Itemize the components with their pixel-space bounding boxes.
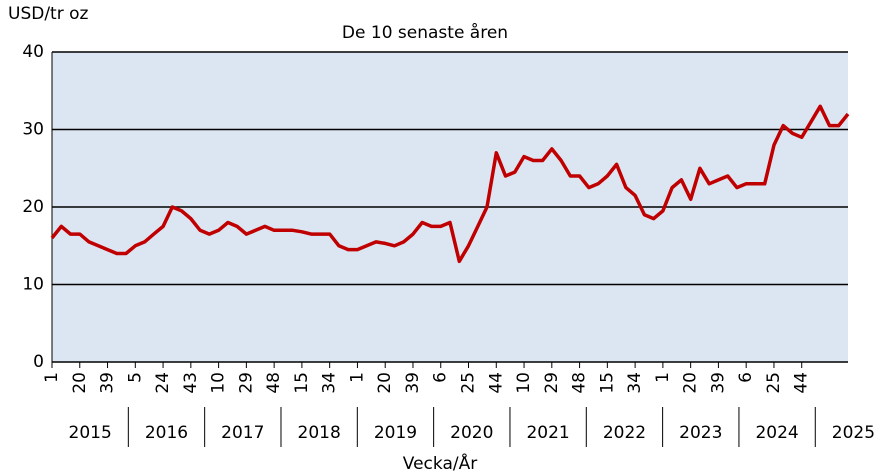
x-tick-label: 1 (347, 372, 367, 383)
x-tick-label: 34 (320, 372, 340, 394)
year-label: 2018 (298, 423, 341, 443)
y-tick-label: 10 (22, 275, 44, 295)
x-tick-label: 29 (542, 372, 562, 394)
x-tick-label: 39 (403, 372, 423, 394)
x-tick-label: 1 (42, 372, 62, 383)
x-tick-label: 39 (98, 372, 118, 394)
x-tick-label: 1 (653, 372, 673, 383)
x-tick-label: 20 (70, 372, 90, 394)
x-tick-label: 25 (764, 372, 784, 394)
y-tick-label: 20 (22, 197, 44, 217)
x-tick-label: 43 (181, 372, 201, 394)
year-label: 2023 (679, 423, 722, 443)
x-tick-label: 15 (597, 372, 617, 394)
x-tick-label: 29 (236, 372, 256, 394)
x-tick-label: 15 (292, 372, 312, 394)
year-label: 2019 (374, 423, 417, 443)
x-axis-label: Vecka/År (403, 452, 477, 474)
year-label: 2025 (832, 423, 875, 443)
y-tick-label: 40 (22, 42, 44, 62)
year-label: 2016 (145, 423, 188, 443)
year-label: 2020 (450, 423, 493, 443)
y-tick-label: 0 (33, 352, 44, 372)
year-label: 2021 (526, 423, 569, 443)
x-tick-label: 6 (736, 372, 756, 383)
x-tick-label: 25 (459, 372, 479, 394)
x-tick-label: 20 (681, 372, 701, 394)
year-label: 2022 (603, 423, 646, 443)
x-tick-label: 39 (708, 372, 728, 394)
x-tick-label: 44 (792, 372, 812, 394)
x-tick-label: 10 (209, 372, 229, 394)
y-tick-label: 30 (22, 120, 44, 140)
y-axis-label: USD/tr oz (8, 4, 89, 24)
x-tick-label: 44 (486, 372, 506, 394)
x-tick-label: 34 (625, 372, 645, 394)
year-label: 2015 (69, 423, 112, 443)
x-tick-label: 6 (431, 372, 451, 383)
chart-title: De 10 senaste åren (342, 22, 508, 43)
x-tick-label: 24 (153, 372, 173, 394)
x-tick-label: 48 (264, 372, 284, 394)
x-tick-label: 20 (375, 372, 395, 394)
x-tick-label: 10 (514, 372, 534, 394)
price-line (50, 104, 850, 264)
x-tick-label: 5 (125, 372, 145, 383)
year-label: 2024 (755, 423, 798, 443)
year-label: 2017 (221, 423, 264, 443)
x-tick-label: 48 (570, 372, 590, 394)
